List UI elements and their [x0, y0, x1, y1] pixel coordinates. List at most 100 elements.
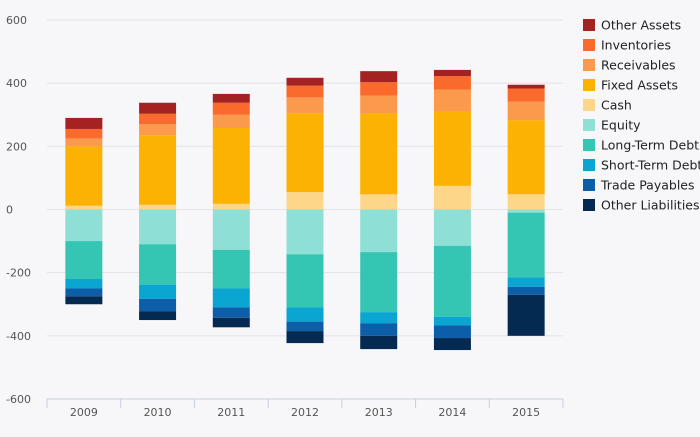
bar-inventories-2015[interactable] [507, 88, 545, 102]
bar-inventories-2014[interactable] [433, 76, 471, 90]
legend-item-equity[interactable]: Equity [583, 118, 641, 133]
bar-long-term-debt-2014[interactable] [433, 245, 471, 317]
legend-item-fixed-assets[interactable]: Fixed Assets [583, 78, 678, 93]
legend-label-short-term-debt: Short-Term Debt [601, 158, 700, 173]
bar-trade-payables-2014[interactable] [433, 325, 471, 339]
bar-fixed-assets-2015[interactable] [507, 120, 545, 195]
legend-label-receivables: Receivables [601, 58, 676, 73]
legend-item-trade-payables[interactable]: Trade Payables [583, 178, 695, 193]
legend-swatch-equity [583, 119, 595, 131]
bar-receivables-2011[interactable] [212, 114, 250, 129]
bar-trade-payables-2013[interactable] [360, 323, 398, 336]
bar-other-assets-2012[interactable] [286, 77, 324, 86]
legend-item-other-assets[interactable]: Other Assets [583, 18, 681, 33]
bar-fixed-assets-2011[interactable] [212, 128, 250, 204]
bar-equity-2014[interactable] [433, 209, 471, 246]
legend-item-long-term-debt[interactable]: Long-Term Debt [583, 138, 699, 153]
bar-trade-payables-2010[interactable] [139, 298, 177, 312]
bar-other-liabilities-2014[interactable] [433, 338, 471, 351]
bars [65, 69, 545, 351]
bar-other-assets-2009[interactable] [65, 117, 103, 129]
bar-other-liabilities-2015[interactable] [507, 294, 545, 336]
bar-receivables-2010[interactable] [139, 124, 177, 136]
bar-equity-2011[interactable] [212, 209, 250, 250]
legend-label-trade-payables: Trade Payables [600, 178, 695, 193]
legend-swatch-fixed-assets [583, 79, 595, 91]
bar-equity-2010[interactable] [139, 209, 177, 245]
bar-short-term-debt-2009[interactable] [65, 278, 103, 289]
legend-item-short-term-debt[interactable]: Short-Term Debt [583, 158, 700, 173]
x-tick-label-2009: 2009 [70, 406, 98, 419]
bar-other-liabilities-2012[interactable] [286, 331, 324, 344]
bar-inventories-2010[interactable] [139, 113, 177, 125]
bar-trade-payables-2011[interactable] [212, 307, 250, 318]
x-tick-label-2013: 2013 [365, 406, 393, 419]
bar-long-term-debt-2009[interactable] [65, 241, 103, 279]
x-tick-label-2015: 2015 [512, 406, 540, 419]
bar-cash-2011[interactable] [212, 203, 250, 210]
legend-item-cash[interactable]: Cash [583, 98, 632, 113]
bar-other-liabilities-2011[interactable] [212, 317, 250, 328]
bar-cash-2009[interactable] [65, 205, 103, 210]
legend-swatch-other-assets [583, 19, 595, 31]
legend-label-other-assets: Other Assets [601, 18, 681, 33]
bar-short-term-debt-2011[interactable] [212, 288, 250, 308]
bar-short-term-debt-2010[interactable] [139, 284, 177, 299]
bar-receivables-2009[interactable] [65, 138, 103, 147]
legend-label-cash: Cash [601, 98, 632, 113]
bar-fixed-assets-2009[interactable] [65, 146, 103, 206]
bar-receivables-2012[interactable] [286, 97, 324, 114]
x-tick-label-2012: 2012 [291, 406, 319, 419]
bar-other-assets-2010[interactable] [139, 102, 177, 114]
bar-cash-2014[interactable] [433, 185, 471, 210]
legend-swatch-other-liabilities [583, 199, 595, 211]
bar-inventories-2013[interactable] [360, 82, 398, 96]
bar-short-term-debt-2014[interactable] [433, 316, 471, 326]
legend-label-fixed-assets: Fixed Assets [601, 78, 678, 93]
bar-short-term-debt-2013[interactable] [360, 312, 398, 324]
bar-long-term-debt-2012[interactable] [286, 254, 324, 308]
y-tick-label: 400 [6, 77, 27, 90]
bar-cash-2013[interactable] [360, 194, 398, 210]
legend-item-inventories[interactable]: Inventories [583, 38, 671, 53]
legend-item-receivables[interactable]: Receivables [583, 58, 676, 73]
y-tick-label: 0 [6, 204, 13, 217]
legend-label-equity: Equity [601, 118, 641, 133]
bar-other-assets-2014[interactable] [433, 69, 471, 77]
bar-fixed-assets-2013[interactable] [360, 113, 398, 195]
bar-other-assets-2011[interactable] [212, 93, 250, 103]
bar-long-term-debt-2013[interactable] [360, 252, 398, 313]
legend-label-inventories: Inventories [601, 38, 671, 53]
bar-equity-2012[interactable] [286, 209, 324, 255]
bar-other-liabilities-2013[interactable] [360, 335, 398, 350]
bar-receivables-2013[interactable] [360, 95, 398, 114]
bar-cash-2012[interactable] [286, 192, 324, 210]
bar-cash-2010[interactable] [139, 204, 177, 210]
bar-equity-2009[interactable] [65, 209, 103, 242]
bar-equity-2013[interactable] [360, 209, 398, 253]
bar-receivables-2015[interactable] [507, 101, 545, 121]
bar-other-assets-2015[interactable] [507, 84, 545, 89]
bar-inventories-2011[interactable] [212, 102, 250, 115]
bar-trade-payables-2009[interactable] [65, 288, 103, 297]
bar-cash-2015[interactable] [507, 194, 545, 210]
bar-fixed-assets-2014[interactable] [433, 111, 471, 186]
bar-long-term-debt-2011[interactable] [212, 249, 250, 289]
bar-trade-payables-2012[interactable] [286, 321, 324, 332]
bar-inventories-2012[interactable] [286, 85, 324, 98]
bar-short-term-debt-2015[interactable] [507, 277, 545, 287]
bar-trade-payables-2015[interactable] [507, 286, 545, 295]
bar-fixed-assets-2012[interactable] [286, 113, 324, 193]
bar-receivables-2014[interactable] [433, 89, 471, 112]
bar-inventories-2009[interactable] [65, 128, 103, 139]
bar-other-liabilities-2010[interactable] [139, 311, 177, 321]
bar-long-term-debt-2010[interactable] [139, 244, 177, 285]
bar-other-liabilities-2009[interactable] [65, 296, 103, 305]
bar-long-term-debt-2015[interactable] [507, 212, 545, 278]
bar-fixed-assets-2010[interactable] [139, 135, 177, 205]
bar-other-assets-2013[interactable] [360, 71, 398, 83]
bar-short-term-debt-2012[interactable] [286, 307, 324, 322]
bar-equity-2015[interactable] [507, 209, 545, 213]
legend-item-other-liabilities[interactable]: Other Liabilities [583, 198, 700, 213]
